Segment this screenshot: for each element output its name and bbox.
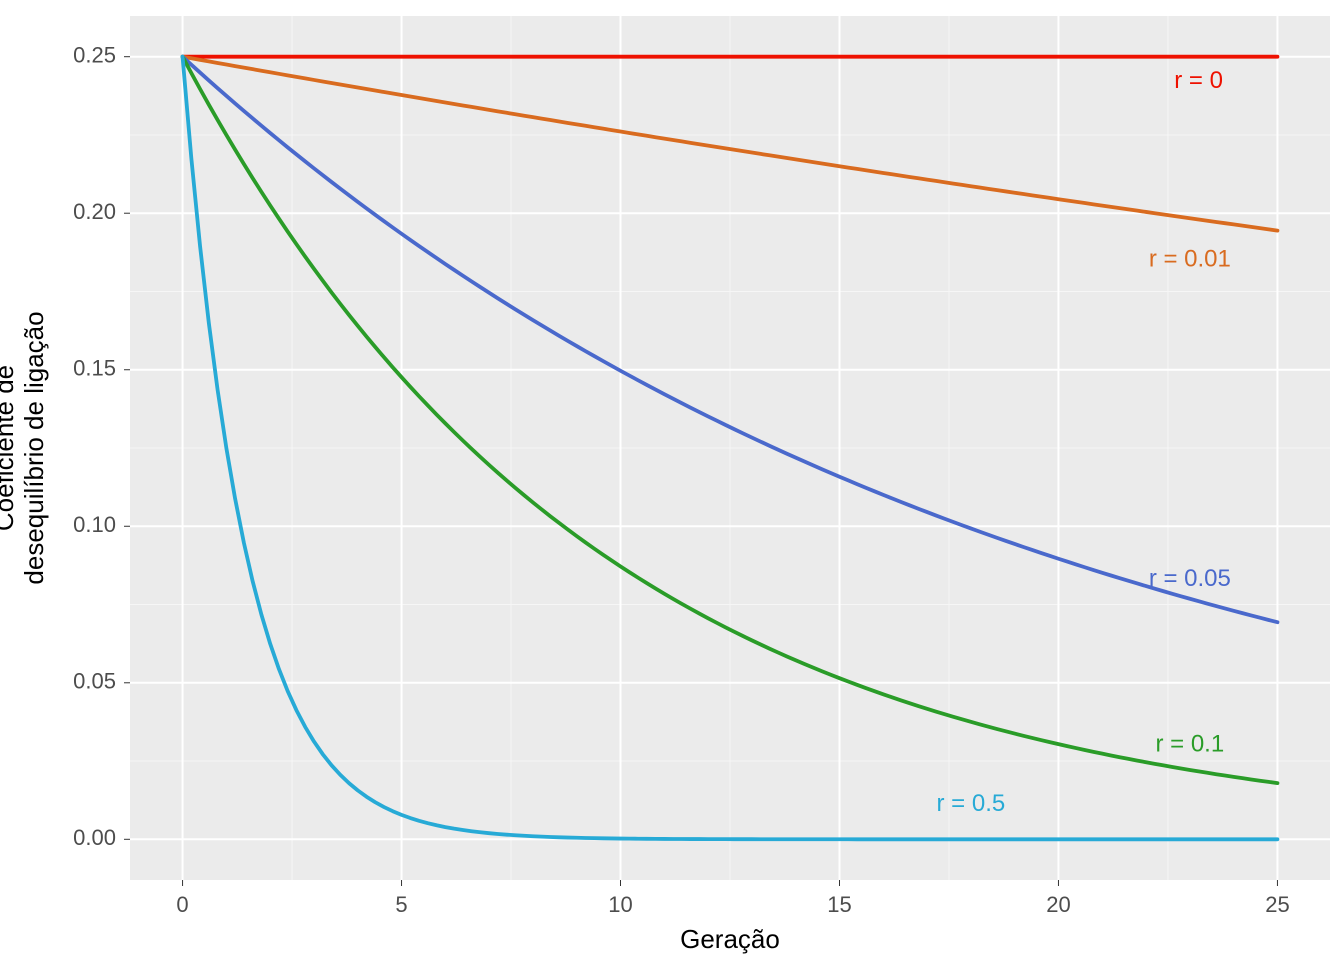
y-tick-label: 0.15 <box>73 356 116 381</box>
series-label-1: r = 0.01 <box>1149 246 1231 273</box>
x-axis-title: Geração <box>680 924 780 954</box>
chart-container: r = 0 r = 0.01 r = 0.05 r = 0.1 r = 0.5 0 5 10 1… <box>0 0 1344 960</box>
line-chart: r = 0 r = 0.01 r = 0.05 r = 0.1 r = 0.5 0 5 10 1… <box>0 0 1344 960</box>
series-label-3: r = 0.1 <box>1155 731 1224 758</box>
series-label-4: r = 0.5 <box>937 790 1006 817</box>
x-tick-label: 25 <box>1265 892 1289 917</box>
x-tick-label: 10 <box>608 892 632 917</box>
x-tick-label: 15 <box>827 892 851 917</box>
x-tick-label: 0 <box>176 892 188 917</box>
series-label-0: r = 0 <box>1174 67 1223 94</box>
y-tick-label: 0.10 <box>73 512 116 537</box>
x-tick-label: 5 <box>395 892 407 917</box>
x-tick-label: 20 <box>1046 892 1070 917</box>
y-tick-label: 0.25 <box>73 43 116 68</box>
y-tick-label: 0.20 <box>73 199 116 224</box>
y-tick-label: 0.05 <box>73 669 116 694</box>
y-tick-label: 0.00 <box>73 825 116 850</box>
series-label-2: r = 0.05 <box>1149 565 1231 592</box>
